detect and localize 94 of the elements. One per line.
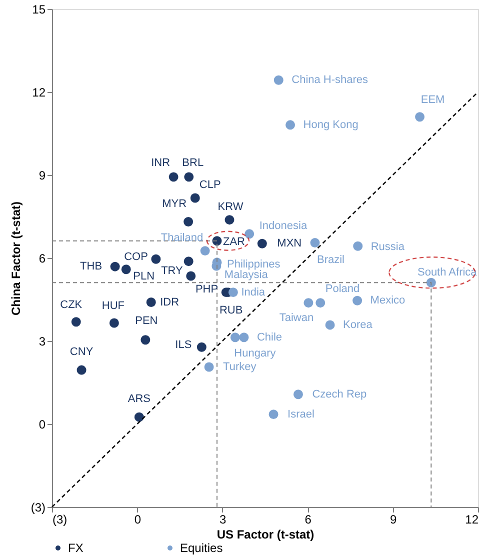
- x-tick-label: 9: [390, 512, 397, 526]
- legend-label: FX: [68, 541, 84, 555]
- point: [310, 238, 320, 248]
- annotation: Chile: [256, 331, 282, 344]
- annotation: COP: [124, 251, 148, 264]
- point: [304, 298, 314, 308]
- annotation: Thailand: [160, 232, 204, 244]
- point: [244, 229, 254, 239]
- y-tick-label: 0: [38, 418, 46, 432]
- annotation: South Africa: [417, 266, 478, 279]
- y-tick-label: (3): [30, 500, 46, 514]
- annotation: INR: [151, 156, 170, 169]
- annotation: Turkey: [223, 361, 257, 374]
- point: [415, 112, 425, 122]
- y-axis-title: China Factor (t-stat): [8, 201, 23, 316]
- point: [268, 410, 278, 420]
- annotation: Brazil: [316, 254, 344, 266]
- annotation: Czech Rep: [312, 388, 367, 400]
- point: [184, 172, 194, 182]
- annotation: Poland: [325, 282, 360, 295]
- point: [257, 238, 267, 248]
- y-tick-label: 12: [32, 86, 46, 100]
- point: [146, 298, 156, 307]
- point: [190, 193, 200, 203]
- annotation: MYR: [162, 198, 187, 210]
- point: [76, 365, 86, 375]
- point: [293, 390, 303, 400]
- annotation: China H-shares: [292, 74, 369, 86]
- annotation: TRY: [161, 264, 184, 277]
- annotation: PEN: [135, 314, 158, 327]
- annotation: Hong Kong: [303, 118, 358, 131]
- point: [316, 298, 326, 308]
- point: [184, 217, 194, 226]
- point: [204, 362, 214, 372]
- annotation: Russia: [370, 241, 406, 254]
- annotation: CNY: [70, 346, 94, 358]
- x-tick-label: 0: [134, 512, 142, 526]
- point: [140, 335, 150, 345]
- point: [212, 236, 222, 246]
- annotation: Indonesia: [259, 220, 308, 232]
- annotation: IDR: [160, 296, 180, 308]
- x-tick-label: 6: [304, 512, 312, 526]
- point: [168, 172, 178, 182]
- y-tick-label: 3: [38, 334, 46, 348]
- annotation: Mexico: [370, 294, 406, 307]
- annotation: PHP: [195, 283, 218, 296]
- y-tick-label: 6: [38, 252, 46, 266]
- annotation: CLP: [199, 178, 221, 191]
- point: [110, 262, 120, 272]
- annotation: RUB: [219, 304, 243, 316]
- point: [184, 256, 194, 266]
- annotation: CZK: [60, 298, 83, 311]
- annotation: Korea: [343, 318, 374, 331]
- point: [151, 254, 161, 264]
- x-tick-label: (3): [52, 512, 68, 526]
- annotation: MXN: [277, 238, 302, 250]
- point: [196, 342, 206, 352]
- annotation: BRL: [182, 156, 204, 169]
- annotation: Taiwan: [279, 312, 314, 324]
- point: [230, 332, 240, 342]
- annotation: HUF: [102, 300, 125, 312]
- point: [426, 278, 436, 288]
- annotation: EEM: [420, 94, 445, 106]
- point: [200, 246, 210, 256]
- annotation: ZAR: [223, 236, 246, 248]
- point: [352, 296, 362, 306]
- point: [109, 318, 119, 328]
- point: [228, 288, 238, 298]
- x-axis-title: US Factor (t-stat): [216, 528, 314, 542]
- annotation: ARS: [128, 393, 150, 406]
- annotation: PLN: [133, 270, 155, 282]
- annotation: KRW: [218, 200, 244, 213]
- point: [274, 75, 284, 85]
- y-tick-label: 15: [32, 2, 46, 16]
- point: [121, 264, 131, 274]
- point: [186, 271, 196, 281]
- point: [239, 332, 249, 342]
- annotation: Philippines: [227, 258, 281, 270]
- point: [134, 412, 144, 422]
- point: [353, 241, 363, 251]
- annotation: ILS: [175, 339, 192, 352]
- annotation: Hungary: [234, 347, 276, 360]
- point: [224, 215, 234, 225]
- annotation: THB: [80, 260, 102, 273]
- point: [286, 120, 296, 130]
- annotation: Malaysia: [224, 269, 269, 282]
- point: [71, 317, 81, 327]
- x-tick-label: 3: [220, 512, 227, 526]
- annotation: Israel: [288, 408, 314, 420]
- point: [325, 320, 335, 330]
- annotation: India: [241, 286, 266, 298]
- x-tick-label: 12: [465, 512, 479, 526]
- y-tick-label: 9: [38, 168, 46, 182]
- legend-label: Equities: [180, 541, 223, 555]
